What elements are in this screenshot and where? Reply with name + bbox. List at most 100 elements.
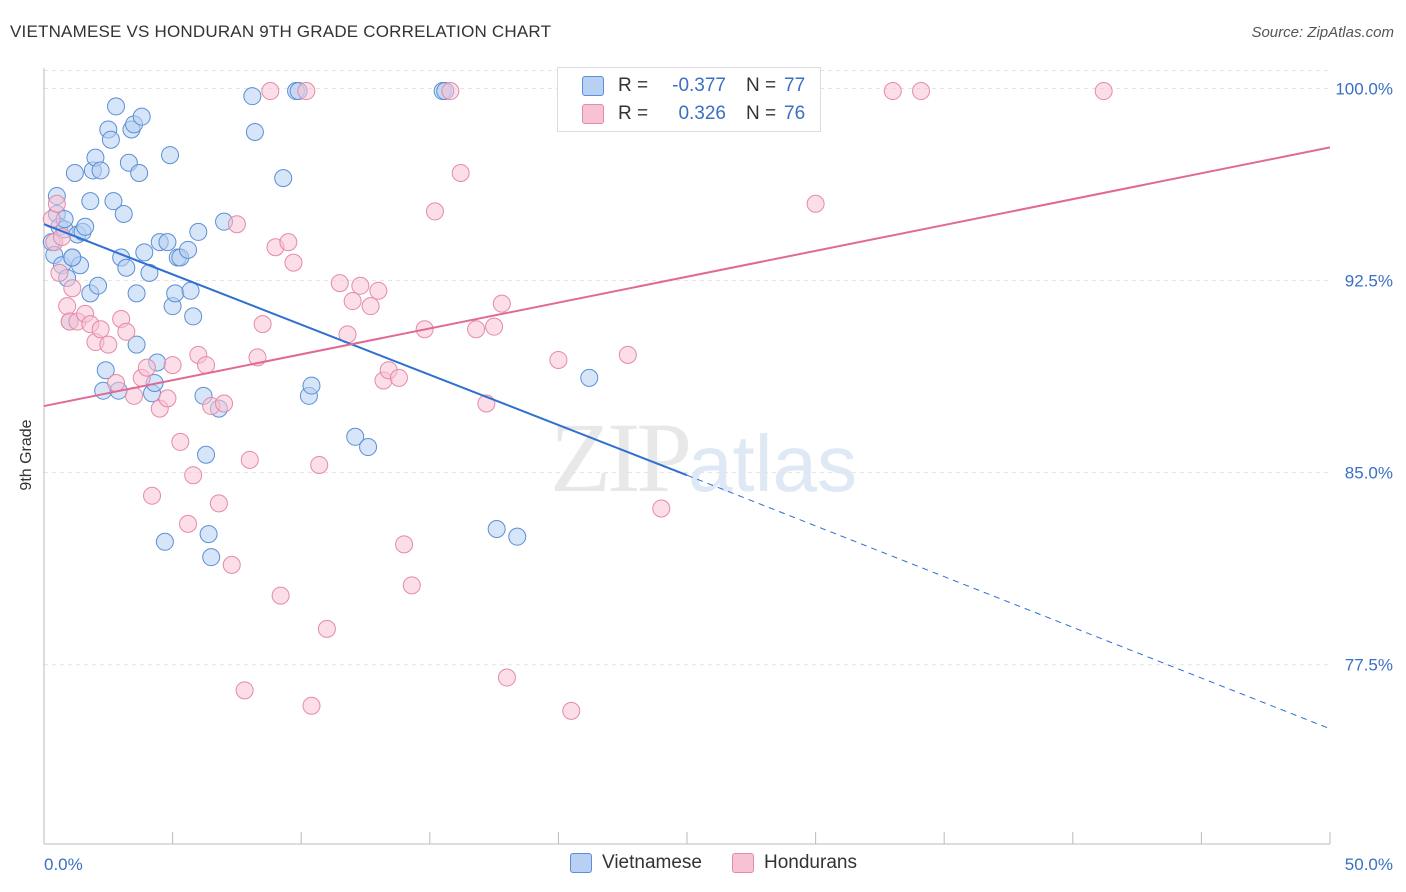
watermark-zip: ZIP — [550, 402, 692, 513]
honduran-point — [351, 276, 370, 295]
honduran-point — [330, 274, 349, 293]
honduran-point — [467, 320, 486, 339]
honduran-point — [485, 317, 504, 336]
x-tick-label: 50.0% — [1345, 855, 1393, 874]
r-label: R = — [618, 75, 649, 96]
vietnamese-point — [184, 307, 203, 326]
honduran-point — [209, 494, 228, 513]
honduran-point — [107, 374, 126, 393]
vietnamese-point — [81, 192, 100, 211]
honduran-point — [99, 335, 118, 354]
n-label: N = — [746, 103, 777, 124]
honduran-point — [806, 194, 825, 213]
vietnamese-point — [274, 169, 293, 188]
honduran-point — [497, 668, 516, 687]
x-tick-label: 0.0% — [44, 855, 83, 874]
honduran-point — [271, 586, 290, 605]
vietnamese-point — [359, 438, 378, 457]
y-axis-label: 9th Grade — [18, 419, 35, 491]
hondurans-legend-swatch — [732, 853, 754, 873]
stats-legend: R = -0.377 N = 77 R = 0.326 N = 76 — [557, 67, 821, 132]
honduran-trendline — [43, 146, 1331, 408]
honduran-point — [58, 297, 77, 316]
honduran-point — [492, 294, 511, 313]
vietnamese-point — [158, 233, 177, 252]
honduran-point — [222, 555, 241, 574]
vietnamese-point — [302, 376, 321, 395]
vietnamese-point — [487, 519, 506, 538]
n-value: 77 — [784, 75, 806, 96]
stats-row-hondurans: R = 0.326 N = 76 — [582, 101, 805, 127]
honduran-point — [297, 82, 316, 101]
honduran-point — [618, 345, 637, 364]
vietnamese-point — [91, 161, 110, 180]
vietnamese-point — [508, 527, 527, 546]
source-credit: Source: ZipAtlas.com — [1251, 24, 1394, 41]
vietnamese-point — [117, 258, 136, 277]
vietnamese-point — [63, 248, 82, 267]
honduran-point — [261, 82, 280, 101]
honduran-point — [302, 696, 321, 715]
honduran-point — [652, 499, 671, 518]
watermark: ZIPatlas — [550, 400, 857, 515]
n-value: 76 — [784, 103, 806, 124]
vietnamese-point — [96, 361, 115, 380]
honduran-point — [50, 263, 69, 282]
series-legend: Vietnamese Hondurans — [570, 852, 887, 874]
honduran-point — [215, 394, 234, 413]
legend-item-vietnamese[interactable]: Vietnamese — [570, 852, 702, 874]
honduran-point — [389, 368, 408, 387]
honduran-point — [179, 514, 198, 533]
honduran-point — [227, 215, 246, 234]
vietnamese-trendline-extension — [686, 474, 1331, 730]
vietnamese-point — [155, 532, 174, 551]
honduran-point — [47, 194, 66, 213]
honduran-point — [240, 450, 259, 469]
vietnamese-legend-swatch — [570, 853, 592, 873]
vietnamese-point — [202, 548, 221, 567]
honduran-point — [441, 82, 460, 101]
r-label: R = — [618, 103, 649, 124]
vietnamese-trendline — [43, 223, 688, 477]
honduran-point — [402, 576, 421, 595]
vietnamese-point — [89, 276, 108, 295]
vietnamese-point — [132, 107, 151, 126]
vietnamese-point — [107, 97, 126, 116]
y-tick-label: 100.0% — [1335, 79, 1393, 98]
vietnamese-point — [76, 217, 95, 236]
honduran-point — [425, 202, 444, 221]
vietnamese-point — [65, 164, 84, 183]
honduran-point — [163, 356, 182, 375]
honduran-point — [284, 253, 303, 272]
vietnamese-point — [127, 284, 146, 303]
legend-label-hondurans: Hondurans — [764, 852, 857, 873]
honduran-point — [279, 233, 298, 252]
honduran-point — [253, 315, 272, 334]
vietnamese-point — [135, 243, 154, 262]
vietnamese-point — [199, 525, 218, 544]
watermark-atlas: atlas — [688, 419, 857, 508]
hondurans-swatch — [582, 104, 604, 124]
honduran-point — [117, 322, 136, 341]
y-tick-label: 92.5% — [1345, 272, 1393, 291]
honduran-point — [395, 535, 414, 554]
honduran-point — [883, 82, 902, 101]
vietnamese-point — [101, 130, 120, 149]
y-tick-label: 77.5% — [1345, 656, 1393, 675]
legend-item-hondurans[interactable]: Hondurans — [732, 852, 857, 874]
legend-label-vietnamese: Vietnamese — [602, 852, 702, 873]
vietnamese-point — [580, 368, 599, 387]
vietnamese-point — [181, 281, 200, 300]
vietnamese-point — [197, 445, 216, 464]
n-label: N = — [746, 75, 777, 96]
vietnamese-point — [127, 335, 146, 354]
honduran-point — [171, 432, 190, 451]
vietnamese-point — [130, 164, 149, 183]
vietnamese-swatch — [582, 76, 604, 96]
honduran-point — [451, 164, 470, 183]
vietnamese-point — [166, 284, 185, 303]
honduran-point — [912, 82, 931, 101]
vietnamese-point — [243, 87, 262, 106]
honduran-point — [369, 281, 388, 300]
